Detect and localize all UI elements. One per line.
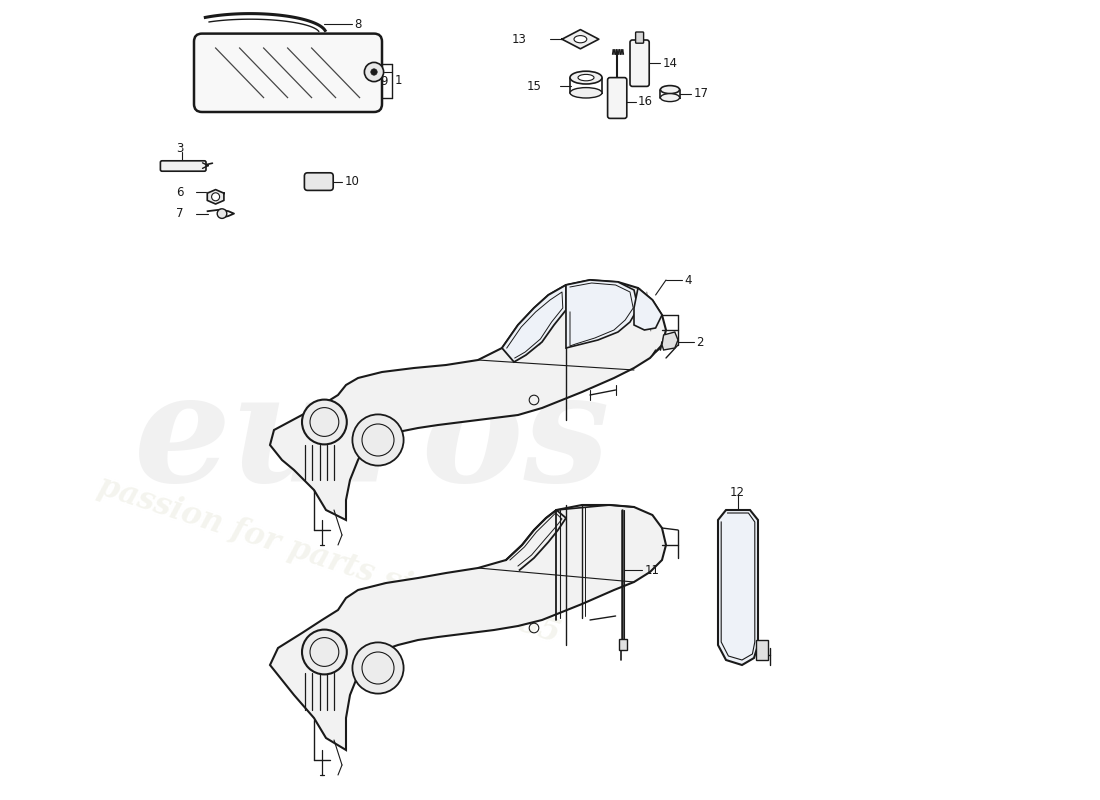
Polygon shape	[270, 505, 666, 750]
Text: 2: 2	[696, 335, 704, 349]
Circle shape	[302, 399, 346, 444]
Text: 7: 7	[176, 207, 184, 220]
Circle shape	[211, 193, 220, 201]
Text: 14: 14	[663, 57, 678, 70]
Text: 10: 10	[344, 175, 360, 188]
Ellipse shape	[574, 35, 586, 43]
Circle shape	[352, 642, 404, 694]
Ellipse shape	[660, 86, 680, 94]
Text: 1: 1	[395, 74, 403, 87]
FancyBboxPatch shape	[607, 78, 627, 118]
Text: 3: 3	[176, 142, 184, 154]
Polygon shape	[566, 280, 638, 348]
Ellipse shape	[578, 74, 594, 81]
Circle shape	[352, 414, 404, 466]
Circle shape	[302, 630, 346, 674]
Text: passion for parts since 1985: passion for parts since 1985	[94, 470, 564, 650]
Text: 12: 12	[730, 486, 745, 498]
Polygon shape	[207, 190, 224, 204]
Polygon shape	[270, 280, 666, 520]
FancyBboxPatch shape	[194, 34, 382, 112]
Text: 13: 13	[512, 33, 527, 46]
Polygon shape	[718, 510, 758, 665]
Text: 16: 16	[638, 95, 653, 108]
Circle shape	[371, 69, 377, 75]
Text: 15: 15	[527, 80, 542, 93]
Text: 17: 17	[693, 87, 708, 100]
Text: 4: 4	[684, 274, 692, 286]
Ellipse shape	[660, 94, 680, 102]
Ellipse shape	[570, 87, 602, 98]
FancyBboxPatch shape	[630, 40, 649, 86]
Polygon shape	[662, 332, 678, 350]
Text: euros: euros	[134, 366, 610, 514]
Circle shape	[364, 62, 384, 82]
Bar	[619, 638, 627, 650]
FancyBboxPatch shape	[305, 173, 333, 190]
Circle shape	[217, 209, 227, 218]
Polygon shape	[562, 30, 598, 49]
Text: 8: 8	[354, 18, 362, 30]
Polygon shape	[634, 288, 662, 330]
Bar	[757, 640, 769, 660]
Ellipse shape	[570, 71, 602, 84]
FancyBboxPatch shape	[636, 32, 644, 43]
Text: 6: 6	[176, 186, 184, 198]
FancyBboxPatch shape	[161, 161, 206, 171]
Polygon shape	[502, 285, 566, 362]
Text: 9: 9	[381, 75, 388, 88]
Text: 11: 11	[645, 563, 659, 577]
